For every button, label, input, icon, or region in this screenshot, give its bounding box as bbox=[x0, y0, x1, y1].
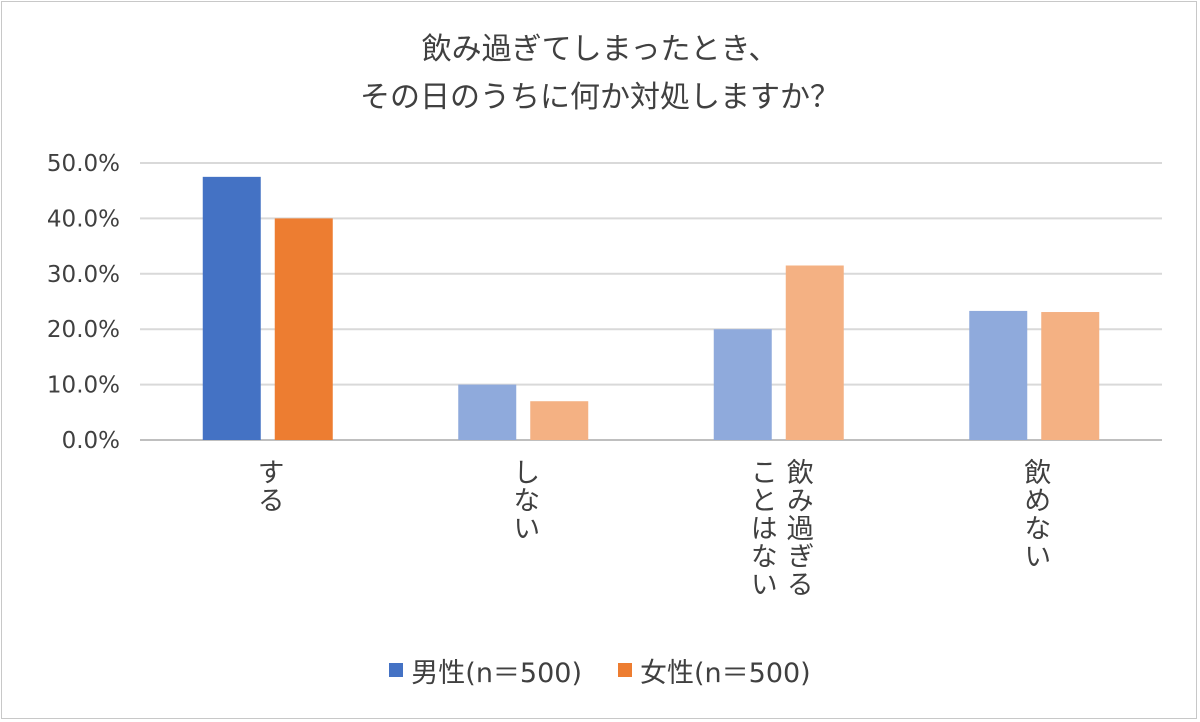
y-tick-label: 30.0% bbox=[47, 262, 120, 288]
bar-male bbox=[713, 329, 772, 440]
category-label: 飲み過ぎる ことはない bbox=[745, 458, 813, 598]
bar-female bbox=[1041, 312, 1100, 440]
legend-item-female: 女性(n＝500) bbox=[618, 651, 811, 690]
y-tick-label: 40.0% bbox=[47, 206, 120, 232]
y-tick-label: 20.0% bbox=[47, 317, 120, 343]
legend-swatch-female bbox=[618, 663, 632, 677]
bar-male bbox=[458, 384, 517, 440]
y-tick-label: 0.0% bbox=[62, 428, 120, 454]
legend-item-male: 男性(n＝500) bbox=[389, 651, 582, 690]
bar-female bbox=[530, 401, 589, 440]
category-label: 飲めない bbox=[1019, 458, 1051, 570]
bar-male bbox=[202, 176, 261, 440]
legend: 男性(n＝500) 女性(n＝500) bbox=[0, 651, 1200, 690]
category-label: しない bbox=[508, 458, 540, 542]
bar-female bbox=[274, 218, 333, 440]
chart-title-line-1: 飲み過ぎてしまったとき、 bbox=[421, 32, 779, 67]
y-tick-label: 50.0% bbox=[47, 151, 120, 177]
chart-title-line-2: その日のうちに何か対処しますか？ bbox=[360, 80, 840, 115]
legend-swatch-male bbox=[389, 663, 404, 677]
y-tick-label: 10.0% bbox=[47, 373, 120, 399]
legend-label-female: 女性(n＝500) bbox=[640, 657, 811, 689]
category-label: する bbox=[252, 458, 284, 514]
legend-label-male: 男性(n＝500) bbox=[411, 657, 582, 689]
bar-male bbox=[969, 310, 1028, 440]
bar-female bbox=[785, 265, 844, 440]
